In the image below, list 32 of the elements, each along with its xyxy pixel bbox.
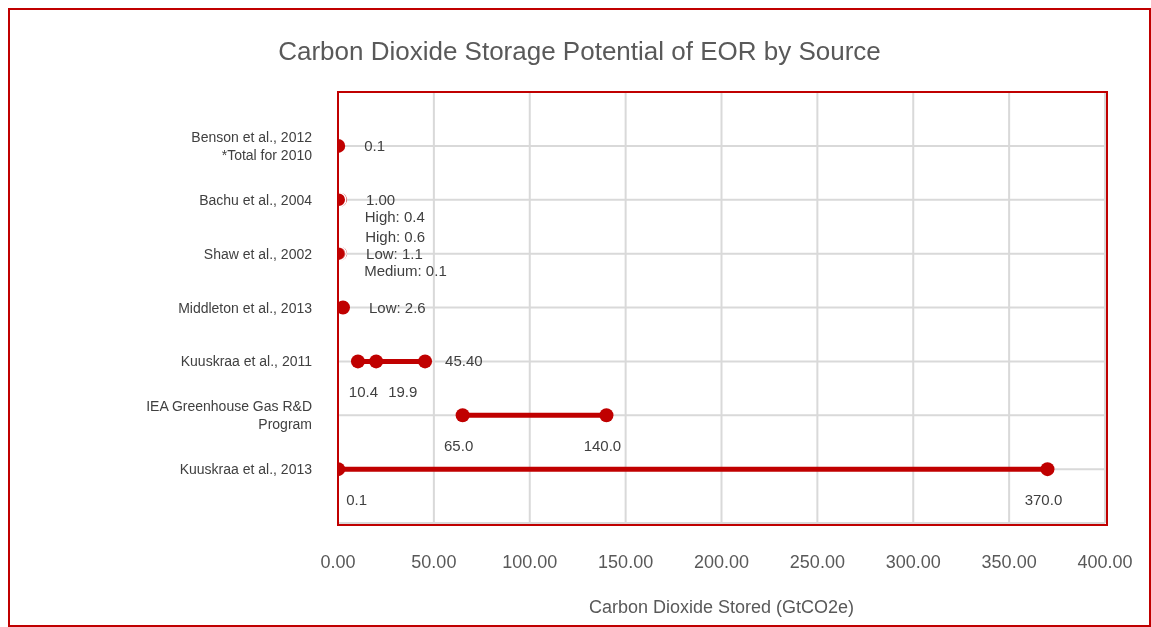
x-tick-label: 100.00 (502, 551, 558, 572)
x-tick-label: 300.00 (885, 551, 941, 572)
data-label: 0.1 (346, 491, 368, 509)
data-label: High: 0.6 (365, 227, 426, 245)
y-tick-label: Middleton et al., 2013 (178, 299, 313, 316)
x-tick-label: 200.00 (693, 551, 750, 572)
y-tick-label: Bachu et al., 2004 (199, 191, 313, 208)
data-label: 370.0 (1024, 491, 1063, 509)
data-label: 1.00 (365, 190, 396, 208)
data-label: 19.9 (388, 383, 418, 401)
data-label: Low: 1.1 (366, 244, 423, 262)
x-tick-label: 350.00 (981, 551, 1037, 572)
x-axis-title: Carbon Dioxide Stored (GtCO2e) (588, 597, 855, 617)
y-tick-label: Kuuskraa et al., 2013 (179, 461, 313, 478)
chart-title: Carbon Dioxide Storage Potential of EOR by Source (277, 36, 882, 67)
x-tick-label: 50.00 (411, 551, 457, 572)
data-label: 140.0 (583, 437, 622, 455)
data-label: 10.4 (348, 383, 378, 401)
y-tick-label: IEA Greenhouse Gas R&D Program (146, 398, 312, 433)
data-label: 0.1 (364, 136, 386, 154)
data-label: 65.0 (444, 437, 474, 455)
data-label: Medium: 0.1 (364, 261, 447, 279)
y-tick-label: Kuuskraa et al., 2011 (180, 353, 313, 370)
data-label: Low: 2.6 (368, 298, 426, 316)
x-tick-label: 400.00 (1077, 551, 1133, 572)
x-tick-label: 150.00 (598, 551, 654, 572)
data-label: High: 0.4 (364, 207, 425, 225)
y-tick-label: Benson et al., 2012 *Total for 2010 (191, 128, 313, 163)
data-label: 45.40 (445, 352, 483, 370)
y-tick-label: Shaw et al., 2002 (203, 245, 313, 262)
x-tick-label: 0.00 (320, 551, 356, 572)
x-tick-label: 250.00 (789, 551, 845, 572)
